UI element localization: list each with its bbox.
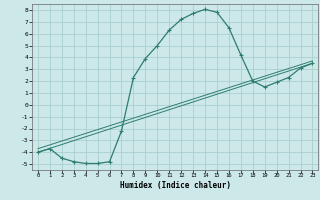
X-axis label: Humidex (Indice chaleur): Humidex (Indice chaleur) [120, 181, 231, 190]
